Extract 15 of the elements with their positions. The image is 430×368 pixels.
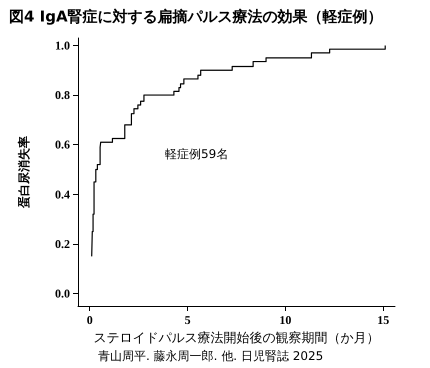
x-tick-label: 0	[86, 313, 93, 327]
text: 青山周平. 藤永周一郎. 他. 日児腎誌 2025	[98, 349, 324, 363]
y-tick-label: 0.8	[55, 88, 70, 102]
y-tick-label: 1.0	[55, 38, 70, 52]
y-tick-label: 0.6	[55, 138, 70, 152]
annotation: 軽症例59名	[165, 147, 228, 161]
chart-title: 図4 IgA腎症に対する扁摘パルス療法の効果（軽症例）	[9, 8, 383, 26]
x-tick-label: 5	[184, 313, 191, 327]
y-axis-title: 蛋白尿消失率	[17, 136, 31, 209]
y-tick-label: 0.2	[55, 236, 70, 251]
x-tick-label: 10	[279, 313, 292, 327]
x-axis-title: ステロイドパルス療法開始後の観察期間（か月）	[94, 330, 380, 346]
y-tick-label: 0.4	[55, 187, 70, 202]
x-tick-label: 15	[377, 313, 390, 327]
y-tick-label: 0.0	[55, 286, 70, 301]
